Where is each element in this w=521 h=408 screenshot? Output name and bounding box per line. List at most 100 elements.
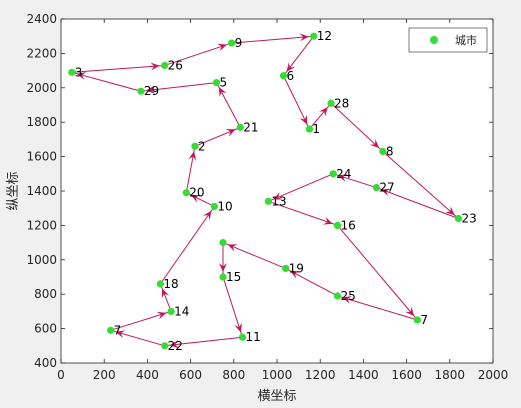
city-point [329,170,337,178]
city-point [182,189,190,197]
route-arrowhead [286,62,296,72]
route-segment [164,336,243,347]
route-segment [376,187,459,219]
city-point [107,326,115,334]
city-point [333,292,342,300]
city-point [413,316,421,324]
route-segment [268,173,334,202]
route-segment [222,276,243,338]
y-tick-label: 2200 [26,46,57,60]
city-label: 18 [163,277,178,291]
city-label: 20 [189,186,204,200]
city-point [238,333,247,341]
route-lines [71,33,459,349]
city-point [219,273,227,281]
route-segment [159,283,172,312]
x-tick-label: 0 [57,368,65,382]
y-tick-label: 1800 [26,115,57,129]
city-point [228,39,236,47]
plot-area [61,19,493,363]
city-label: 19 [289,261,304,275]
y-tick-label: 800 [34,287,57,301]
route-segment [231,35,314,44]
route-arrowhead [190,194,201,203]
x-tick-label: 800 [222,368,245,382]
city-label: 3 [75,65,83,79]
city-label: 25 [340,289,355,303]
city-label: 26 [168,58,183,72]
route-arrowhead [150,62,160,71]
route-arrowhead [234,322,242,333]
route-arrowhead [322,217,333,225]
route-arrowhead [219,263,227,272]
x-tick-label: 600 [179,368,202,382]
route-arrowhead [169,340,180,349]
x-tick-label: 1400 [348,368,379,382]
route-arrowhead [342,296,353,304]
y-tick-label: 1000 [26,253,57,267]
city-label: 1 [312,122,320,136]
route-arrowhead [115,330,126,339]
city-point [167,307,175,315]
route-arrowhead [299,33,309,42]
city-point [210,202,218,211]
legend: 城市 [408,27,488,53]
city-label: 6 [286,69,294,83]
route-segment [140,82,217,92]
city-label: 14 [174,304,189,318]
city-point [282,264,290,272]
city-point [137,87,145,95]
route-arrowhead [405,306,415,317]
route-arrowhead [272,192,283,200]
x-axis-title: 横坐标 [257,389,296,404]
city-point [454,214,463,223]
y-tick-label: 2000 [26,81,57,95]
city-points [68,32,463,350]
route-arrowhead [218,87,227,97]
city-point [264,197,272,205]
route-arrowhead [76,72,87,80]
y-tick-label: 1200 [26,218,57,232]
city-point [279,72,288,80]
route-segment [71,64,165,73]
city-point [379,147,387,156]
city-label: 10 [217,199,232,213]
y-tick-label: 400 [34,356,57,370]
route-segment [164,42,232,66]
y-tick-label: 600 [34,322,57,336]
route-segment [110,310,172,331]
route-arrowhead [337,174,348,182]
route-segment [71,71,142,92]
route-arrowhead [227,244,238,252]
city-point [236,123,244,131]
city-label: 2 [198,139,206,153]
x-tick-label: 1000 [262,368,293,382]
city-point [212,79,221,87]
route-arrowhead [217,43,227,52]
route-segment [337,295,418,321]
route-segment [330,102,384,152]
route-segment [337,225,418,321]
legend-label: 城市 [455,33,477,47]
y-tick-label: 1400 [26,184,57,198]
legend-box [408,27,488,53]
city-point [333,221,342,229]
city-label: 23 [461,212,476,226]
city-point [68,68,76,76]
route-arrowhead [145,85,156,94]
city-label: 5 [220,76,228,90]
route-segment [268,200,338,226]
city-point [191,142,199,150]
y-axis-title: 纵坐标 [6,171,21,210]
city-point [156,280,164,288]
x-tick-label: 1200 [305,368,336,382]
route-arrowhead [203,210,212,221]
city-label: 15 [226,270,241,284]
route-segment [159,206,215,285]
route-arrowhead [381,188,391,197]
route-arrowhead [318,107,328,117]
route-arrowhead [445,206,455,216]
route-arrowhead [161,288,170,299]
